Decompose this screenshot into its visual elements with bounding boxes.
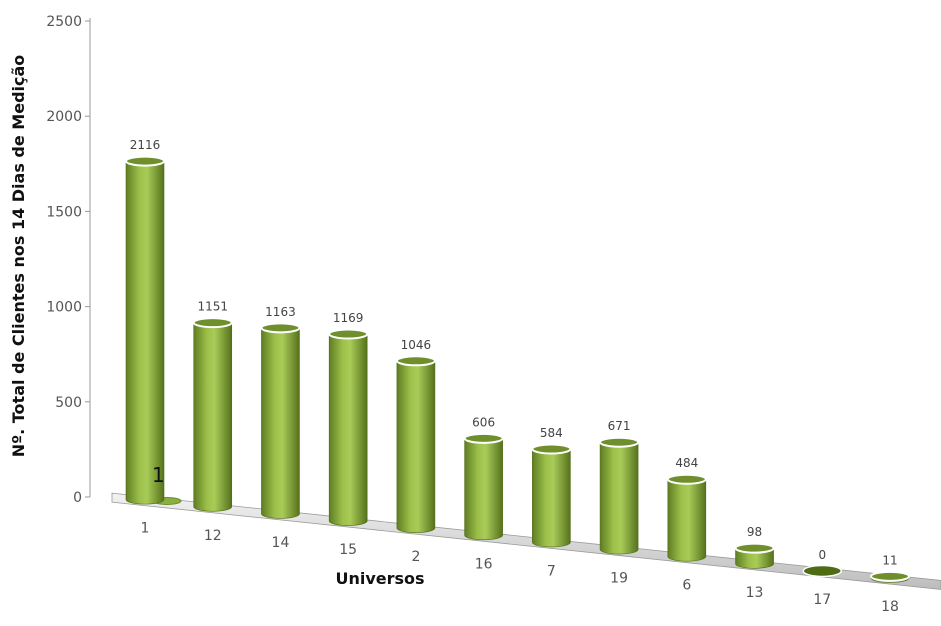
bar-body	[599, 441, 639, 555]
bar-body	[328, 333, 368, 526]
data-label: 1046	[401, 338, 432, 352]
bar-body	[464, 438, 503, 541]
y-tick-label: 2000	[46, 109, 82, 125]
bar	[802, 564, 843, 578]
bar-top	[463, 432, 504, 444]
bar	[260, 322, 301, 519]
bar	[531, 443, 572, 548]
bar-top	[531, 443, 572, 455]
y-axis-title: Nº. Total de Clientes nos 14 Dias de Med…	[9, 55, 28, 458]
y-tick-label: 1000	[46, 300, 82, 316]
bar-top	[260, 322, 301, 334]
bar	[666, 473, 707, 562]
bar-body	[532, 448, 571, 548]
x-tick-label: 7	[547, 563, 556, 579]
bar-top	[666, 473, 707, 485]
x-tick-label: 15	[339, 542, 357, 558]
bar	[734, 542, 775, 569]
data-label: 1163	[265, 305, 296, 319]
bar-top	[125, 155, 165, 167]
bar	[463, 432, 504, 541]
x-axis-title: Universos	[335, 569, 424, 588]
bar	[125, 155, 165, 505]
x-tick-label: 16	[475, 556, 493, 572]
y-tick-label: 0	[73, 490, 82, 506]
x-tick-label: 19	[610, 571, 628, 587]
bar-top	[192, 317, 233, 329]
data-label: 2116	[130, 138, 161, 152]
annotation-label: 1	[152, 463, 165, 487]
bar	[870, 570, 910, 583]
data-label: 606	[472, 415, 495, 429]
data-label: 1151	[197, 300, 228, 314]
bar-body	[396, 360, 436, 533]
bar-body	[261, 327, 300, 519]
axes: 0 500 1000 1500 2000 2500	[46, 14, 91, 506]
data-label: 1169	[333, 311, 364, 325]
labels-group: 2116111511211631411691510462606165847671…	[130, 138, 899, 615]
data-label: 11	[882, 553, 897, 567]
data-label: 671	[608, 419, 631, 433]
bars-group	[125, 155, 910, 583]
data-label: 584	[540, 426, 563, 440]
bar-top	[328, 328, 369, 340]
data-label: 0	[818, 548, 826, 562]
x-tick-label: 1	[141, 521, 150, 537]
bar-body	[667, 478, 707, 562]
bar-top	[395, 355, 436, 367]
x-tick-label: 14	[272, 535, 290, 551]
y-tick-label: 1500	[46, 204, 82, 220]
x-tick-label: 13	[746, 585, 764, 601]
bar-top	[802, 564, 843, 578]
x-tick-label: 6	[682, 578, 691, 594]
bar-body	[125, 160, 165, 505]
bar-top	[870, 570, 910, 582]
x-tick-label: 17	[813, 592, 831, 608]
bar	[395, 355, 436, 533]
y-tick-label: 500	[55, 395, 82, 411]
bar	[599, 436, 640, 555]
x-tick-label: 18	[881, 599, 899, 615]
bar-body	[735, 547, 774, 569]
bar-body	[193, 322, 233, 512]
data-label: 484	[675, 456, 698, 470]
data-label: 98	[747, 525, 762, 539]
floor-plane	[111, 492, 941, 590]
y-tick-label: 2500	[46, 14, 82, 30]
bar	[192, 317, 233, 512]
x-tick-label: 2	[411, 549, 420, 565]
bar-top	[599, 436, 640, 448]
bar-top	[734, 542, 775, 554]
bar	[328, 328, 369, 526]
x-tick-label: 12	[204, 528, 222, 544]
